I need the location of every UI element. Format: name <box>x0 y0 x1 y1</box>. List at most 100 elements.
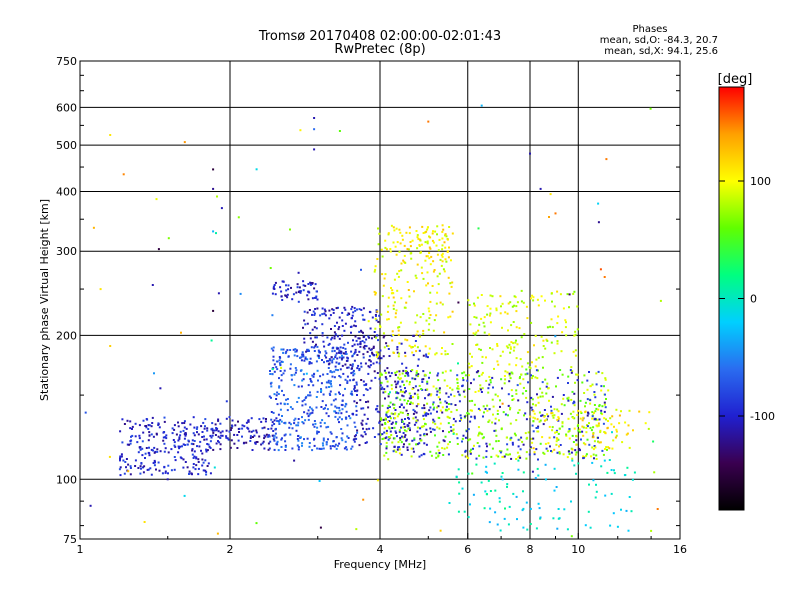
echo-point <box>286 409 289 412</box>
echo-point <box>440 352 443 355</box>
echo-point <box>356 394 358 396</box>
echo-point <box>435 387 438 390</box>
echo-point <box>443 331 446 334</box>
echo-point <box>346 380 349 383</box>
echo-point <box>328 342 331 345</box>
echo-point <box>281 415 283 417</box>
echo-point <box>540 295 543 298</box>
echo-point <box>396 391 398 394</box>
echo-point <box>585 427 588 429</box>
echo-point <box>500 305 502 308</box>
echo-point <box>496 395 499 398</box>
echo-point <box>374 327 377 330</box>
echo-point <box>498 500 501 503</box>
echo-point <box>410 455 413 458</box>
echo-point <box>341 399 344 402</box>
echo-point <box>556 408 559 411</box>
echo-point <box>518 327 521 330</box>
echo-point <box>381 438 384 440</box>
echo-point <box>517 456 520 459</box>
echo-point <box>488 375 491 378</box>
echo-point <box>306 311 309 314</box>
echo-point <box>391 339 394 342</box>
echo-point <box>383 431 386 434</box>
echo-point <box>280 420 283 423</box>
echo-point <box>531 398 534 401</box>
echo-point <box>425 414 428 417</box>
echo-point <box>560 412 563 415</box>
echo-point <box>353 400 356 403</box>
echo-point <box>305 372 308 375</box>
echo-point <box>403 254 406 257</box>
echo-point <box>338 316 341 319</box>
echo-point <box>109 134 112 136</box>
echo-point <box>572 292 575 295</box>
echo-point <box>195 457 198 460</box>
echo-point <box>462 434 465 437</box>
echo-point <box>377 351 380 354</box>
echo-point <box>618 422 621 425</box>
echo-point <box>561 331 564 334</box>
echo-point <box>173 428 176 431</box>
echo-point <box>327 425 330 428</box>
echo-point <box>376 405 379 408</box>
echo-point <box>324 354 326 357</box>
echo-point <box>215 429 218 432</box>
echo-point <box>491 447 494 450</box>
echo-point <box>436 253 439 256</box>
echo-point <box>576 425 579 427</box>
echo-point <box>341 357 344 360</box>
echo-point <box>414 274 417 277</box>
echo-point <box>595 372 598 375</box>
echo-point <box>411 387 414 390</box>
echo-point <box>560 350 563 353</box>
echo-point <box>436 426 439 429</box>
echo-point <box>304 397 307 399</box>
echo-point <box>600 465 603 468</box>
echo-point <box>572 350 575 353</box>
echo-point <box>435 314 438 317</box>
echo-point <box>500 378 503 381</box>
echo-point <box>321 313 324 316</box>
echo-point <box>441 406 444 409</box>
echo-point <box>286 349 289 352</box>
echo-point <box>443 447 446 450</box>
echo-point <box>330 403 333 406</box>
echo-point <box>377 357 380 360</box>
echo-point <box>479 409 481 412</box>
echo-point <box>338 337 341 340</box>
echo-point <box>296 283 299 286</box>
echo-point <box>473 403 476 406</box>
echo-point <box>180 331 182 334</box>
echo-point <box>363 341 366 344</box>
echo-point <box>341 418 343 421</box>
echo-point <box>539 516 542 519</box>
echo-point <box>207 462 210 465</box>
echo-point <box>284 449 287 451</box>
echo-point <box>468 388 471 390</box>
echo-point <box>373 436 376 438</box>
echo-point <box>427 282 429 285</box>
echo-point <box>179 434 182 437</box>
echo-point <box>406 446 409 449</box>
echo-point <box>304 419 307 422</box>
echo-point <box>444 400 447 403</box>
echo-point <box>208 445 211 448</box>
echo-point <box>325 426 328 429</box>
echo-point <box>416 235 419 238</box>
echo-point <box>211 422 214 425</box>
echo-point <box>351 363 354 366</box>
echo-point <box>580 438 582 441</box>
echo-point <box>187 439 190 442</box>
echo-point <box>320 382 323 385</box>
echo-point <box>308 394 311 397</box>
echo-point <box>504 370 507 373</box>
phases-x-stats: mean, sd,X: 94.1, 25.6 <box>604 46 718 57</box>
echo-point <box>196 445 198 448</box>
echo-point <box>279 408 282 411</box>
echo-point <box>317 379 319 382</box>
echo-point <box>250 430 253 433</box>
echo-point <box>280 348 283 351</box>
echo-point <box>510 436 513 439</box>
echo-point <box>421 272 424 275</box>
